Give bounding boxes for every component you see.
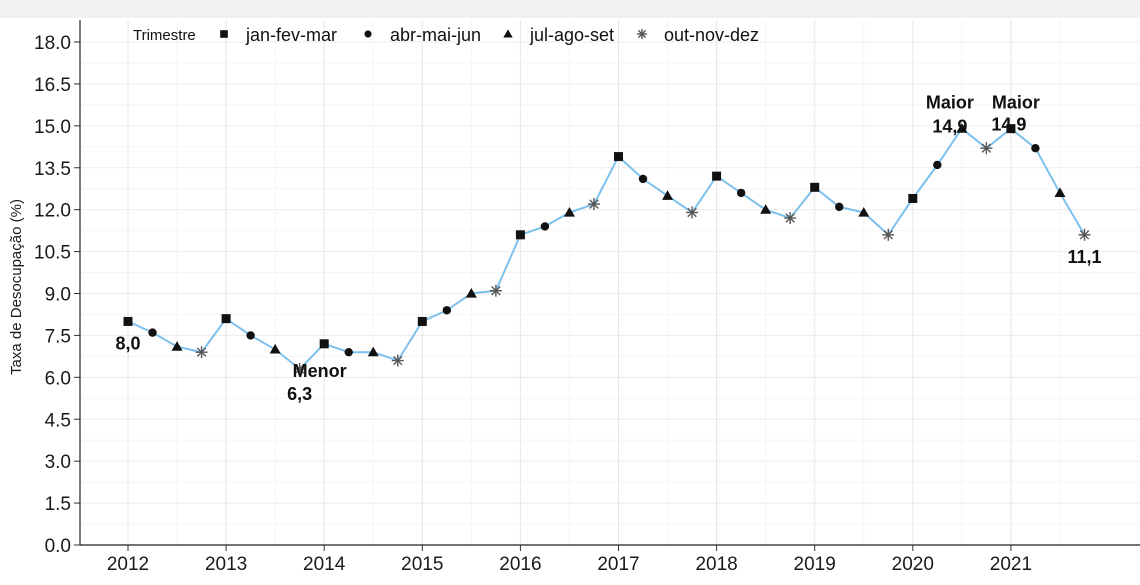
data-point-2015-q3 bbox=[465, 288, 477, 298]
data-point-2015-q1 bbox=[417, 316, 427, 326]
data-point-2012-q1 bbox=[123, 316, 133, 326]
x-tick-label: 2017 bbox=[597, 554, 639, 575]
legend-title: Trimestre bbox=[133, 27, 196, 44]
x-tick-label: 2018 bbox=[695, 554, 737, 575]
data-point-2012-q3 bbox=[171, 341, 183, 351]
data-point-2014-q3 bbox=[367, 346, 379, 357]
annotation-label: 14,9 bbox=[991, 115, 1026, 135]
data-point-2020-q3 bbox=[956, 123, 968, 133]
data-point-2018-q4 bbox=[784, 212, 797, 225]
y-tick-label: 0.0 bbox=[45, 536, 71, 557]
legend-item-label: out-nov-dez bbox=[664, 25, 759, 45]
annotation-label: 6,3 bbox=[287, 384, 312, 404]
y-tick-label: 6.0 bbox=[45, 368, 71, 389]
x-tick-label: 2020 bbox=[892, 554, 934, 575]
series-line-group bbox=[127, 127, 1086, 371]
data-point-2013-q1 bbox=[221, 314, 231, 324]
legend-marker-square bbox=[220, 30, 228, 38]
data-point-2015-q2 bbox=[442, 306, 452, 315]
data-point-2014-q1 bbox=[319, 339, 329, 349]
x-tick-label: 2021 bbox=[990, 554, 1032, 575]
grid bbox=[80, 20, 1140, 546]
data-point-2019-q2 bbox=[835, 202, 844, 212]
x-tick-label: 2014 bbox=[303, 554, 346, 575]
y-tick-label: 4.5 bbox=[45, 410, 71, 431]
data-point-2018-q1 bbox=[712, 171, 722, 181]
data-point-2021-q1 bbox=[1006, 124, 1016, 134]
data-point-2016-q1 bbox=[515, 230, 525, 240]
data-point-2021-q3 bbox=[1054, 187, 1066, 198]
y-tick-label: 12.0 bbox=[34, 201, 71, 222]
legend-item-label: jan-fev-mar bbox=[245, 25, 337, 45]
data-point-2018-q2 bbox=[736, 188, 746, 198]
y-tick-label: 16.5 bbox=[34, 75, 71, 96]
y-tick-labels: 0.0 1.5 3.0 4.5 6.0 7.5 9.0 10.5 12.0 13.5 15.0 16.… bbox=[34, 33, 71, 557]
y-axis-label: Taxa de Desocupação (%) bbox=[8, 199, 25, 375]
legend-marker-triangle bbox=[503, 29, 513, 38]
annotation-label: 11,1 bbox=[1067, 247, 1101, 267]
data-point-2013-q2 bbox=[246, 331, 255, 340]
data-point-2021-q4 bbox=[1078, 228, 1091, 241]
legend-item-label: jul-ago-set bbox=[529, 25, 614, 45]
x-tick-label: 2013 bbox=[205, 554, 247, 575]
data-point-2019-q3 bbox=[858, 206, 870, 217]
x-tick-label: 2015 bbox=[401, 554, 443, 575]
data-point-2021-q2 bbox=[1031, 143, 1040, 153]
data-point-2017-q3 bbox=[662, 190, 674, 200]
axes bbox=[74, 20, 1140, 551]
data-point-2018-q3 bbox=[760, 204, 772, 214]
data-point-2012-q4 bbox=[195, 346, 208, 359]
data-point-2014-q4 bbox=[391, 354, 404, 367]
data-point-2013-q3 bbox=[269, 343, 281, 354]
annotation-label: 14,9 bbox=[932, 117, 967, 137]
annotation-label: Menor bbox=[293, 361, 347, 381]
y-tick-label: 7.5 bbox=[45, 326, 71, 347]
x-tick-label: 2016 bbox=[499, 554, 541, 575]
data-point-2016-q2 bbox=[540, 222, 550, 231]
x-tick-labels: 2012 2013 2014 2015 2016 2017 2018 2019 2020 2021 bbox=[107, 554, 1032, 575]
legend-marker-circle bbox=[364, 30, 372, 38]
y-tick-label: 15.0 bbox=[34, 117, 71, 138]
annotation-label: Maior bbox=[992, 93, 1040, 113]
legend: Trimestre jan-fev-mar abr-mai-jun jul-ago-… bbox=[133, 25, 759, 45]
legend-marker-asterisk bbox=[636, 28, 648, 40]
data-point-2020-q4 bbox=[980, 142, 993, 155]
annotation-label: Maior bbox=[926, 93, 974, 113]
y-tick-label: 1.5 bbox=[45, 494, 71, 515]
legend-item-label: abr-mai-jun bbox=[390, 25, 481, 45]
data-point-2019-q1 bbox=[810, 182, 820, 192]
data-point-2017-q2 bbox=[638, 174, 648, 184]
x-tick-label: 2019 bbox=[794, 554, 836, 575]
y-tick-label: 3.0 bbox=[45, 452, 71, 473]
data-point-2019-q4 bbox=[882, 228, 895, 241]
y-tick-label: 10.5 bbox=[34, 243, 71, 264]
header-band bbox=[0, 0, 1140, 18]
data-point-2012-q2 bbox=[148, 328, 157, 337]
data-point-2016-q3 bbox=[563, 206, 575, 217]
y-tick-label: 18.0 bbox=[34, 33, 71, 54]
y-tick-label: 13.5 bbox=[34, 159, 71, 180]
data-markers bbox=[123, 123, 1091, 375]
data-point-2017-q4 bbox=[686, 206, 699, 219]
data-point-2013-q4 bbox=[293, 362, 306, 375]
x-tick-label: 2012 bbox=[107, 554, 149, 575]
data-point-2020-q1 bbox=[908, 193, 918, 203]
data-point-2016-q4 bbox=[587, 198, 600, 211]
annotation-label: 8,0 bbox=[115, 333, 140, 353]
data-point-2015-q4 bbox=[489, 284, 502, 297]
series-line bbox=[127, 127, 1086, 371]
data-point-2020-q2 bbox=[933, 160, 942, 170]
data-point-2014-q2 bbox=[344, 347, 353, 357]
data-point-2017-q1 bbox=[614, 152, 623, 162]
y-tick-label: 9.0 bbox=[45, 285, 71, 306]
